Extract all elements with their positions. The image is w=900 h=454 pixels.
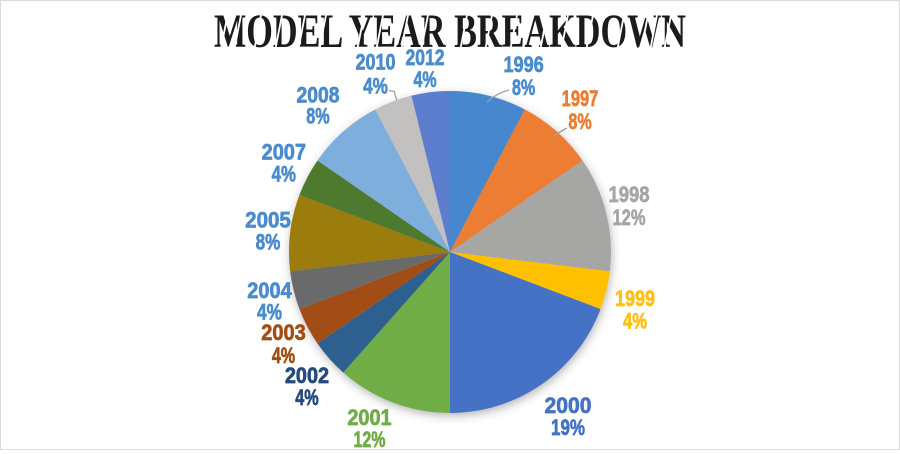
svg-text:1999: 1999 xyxy=(615,286,655,311)
svg-text:19%: 19% xyxy=(551,415,585,440)
svg-text:4%: 4% xyxy=(413,67,436,92)
svg-text:1996: 1996 xyxy=(503,52,543,77)
svg-text:12%: 12% xyxy=(613,205,646,230)
svg-text:2005: 2005 xyxy=(245,207,291,232)
svg-text:4%: 4% xyxy=(363,73,388,98)
svg-text:2000: 2000 xyxy=(545,393,592,418)
svg-text:8%: 8% xyxy=(306,103,329,128)
svg-text:2001: 2001 xyxy=(347,405,391,430)
svg-text:2012: 2012 xyxy=(406,45,445,70)
svg-text:4%: 4% xyxy=(623,309,647,334)
svg-text:4%: 4% xyxy=(272,162,296,187)
svg-text:2007: 2007 xyxy=(262,139,306,164)
svg-text:2008: 2008 xyxy=(297,82,340,107)
svg-text:2002: 2002 xyxy=(285,363,329,388)
svg-text:2003: 2003 xyxy=(261,320,305,345)
svg-text:1997: 1997 xyxy=(562,86,599,111)
svg-text:4%: 4% xyxy=(295,385,318,410)
svg-text:4%: 4% xyxy=(272,343,295,368)
svg-text:8%: 8% xyxy=(568,109,591,134)
svg-text:2010: 2010 xyxy=(356,49,396,74)
svg-text:1998: 1998 xyxy=(609,182,650,207)
svg-text:8%: 8% xyxy=(512,75,535,100)
svg-text:12%: 12% xyxy=(354,427,386,449)
svg-text:2004: 2004 xyxy=(247,278,292,303)
svg-text:MODEL YEAR BREAKDOWN: MODEL YEAR BREAKDOWN xyxy=(214,5,686,58)
svg-text:8%: 8% xyxy=(256,229,281,254)
svg-text:4%: 4% xyxy=(257,299,282,324)
